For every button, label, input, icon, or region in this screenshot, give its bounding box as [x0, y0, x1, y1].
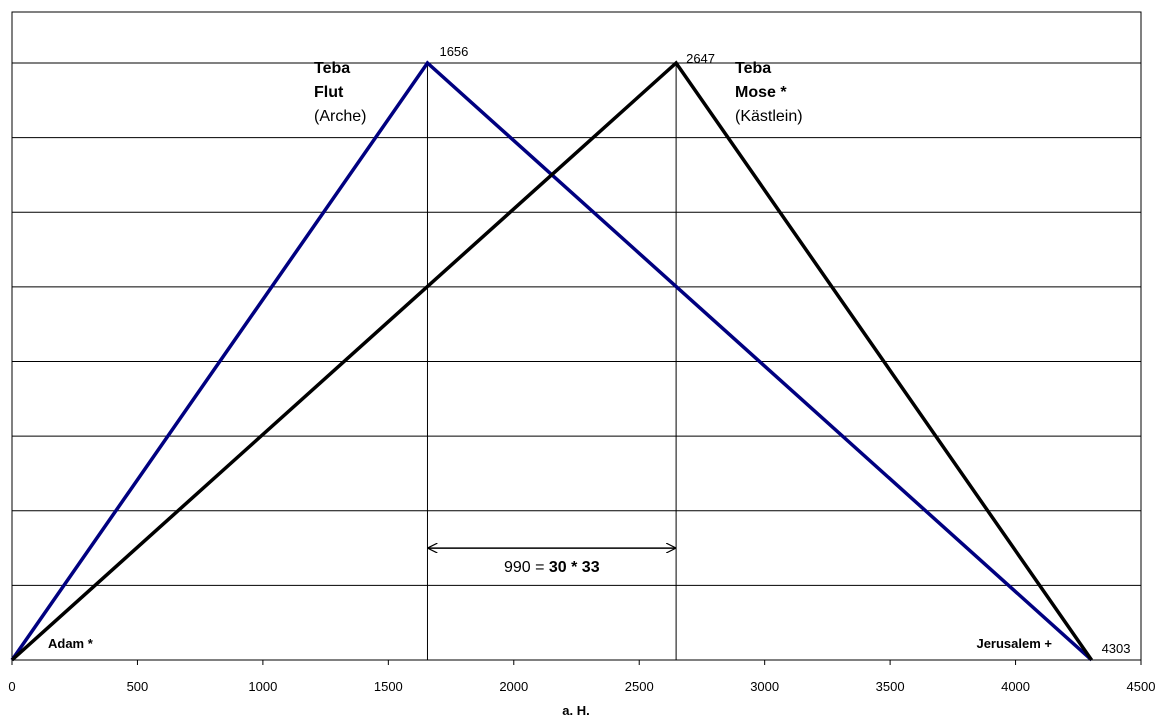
x-tick-label: 4000: [1001, 679, 1030, 694]
peak1-value-label: 1656: [439, 44, 468, 59]
x-tick-label: 2500: [625, 679, 654, 694]
series-line-1: [10, 60, 1093, 662]
series-line-2: [10, 60, 1094, 662]
series-lines: [10, 60, 1094, 662]
vertical-markers: [426, 63, 677, 660]
adam-label: Adam *: [48, 636, 94, 651]
x-tick-label: 0: [8, 679, 15, 694]
span-prefix: 990 =: [504, 559, 549, 576]
x-tick-label: 2000: [499, 679, 528, 694]
moses-name: Mose *: [735, 84, 787, 101]
x-axis-label: a. H.: [562, 703, 589, 718]
peak2-value-label: 2647: [686, 51, 715, 66]
x-tick-label: 1500: [374, 679, 403, 694]
x-ticks: 0 500 1000 1500 2000 2500 3000 3500 4000 4500: [8, 660, 1155, 694]
flood-title: Teba: [314, 60, 350, 77]
jerusalem-label: Jerusalem +: [976, 636, 1052, 651]
moses-sub: (Kästlein): [735, 108, 803, 125]
moses-title: Teba: [735, 60, 771, 77]
span-bold: 30 * 33: [549, 559, 600, 576]
x-tick-label: 500: [127, 679, 149, 694]
flood-name: Flut: [314, 84, 344, 101]
flood-sub: (Arche): [314, 108, 366, 125]
span-label: 990 = 30 * 33: [504, 559, 600, 576]
x-tick-label: 1000: [248, 679, 277, 694]
x-tick-label: 3500: [876, 679, 905, 694]
end-value-label: 4303: [1102, 641, 1131, 656]
x-tick-label: 4500: [1127, 679, 1156, 694]
gridlines: [12, 62, 1141, 586]
x-tick-label: 3000: [750, 679, 779, 694]
